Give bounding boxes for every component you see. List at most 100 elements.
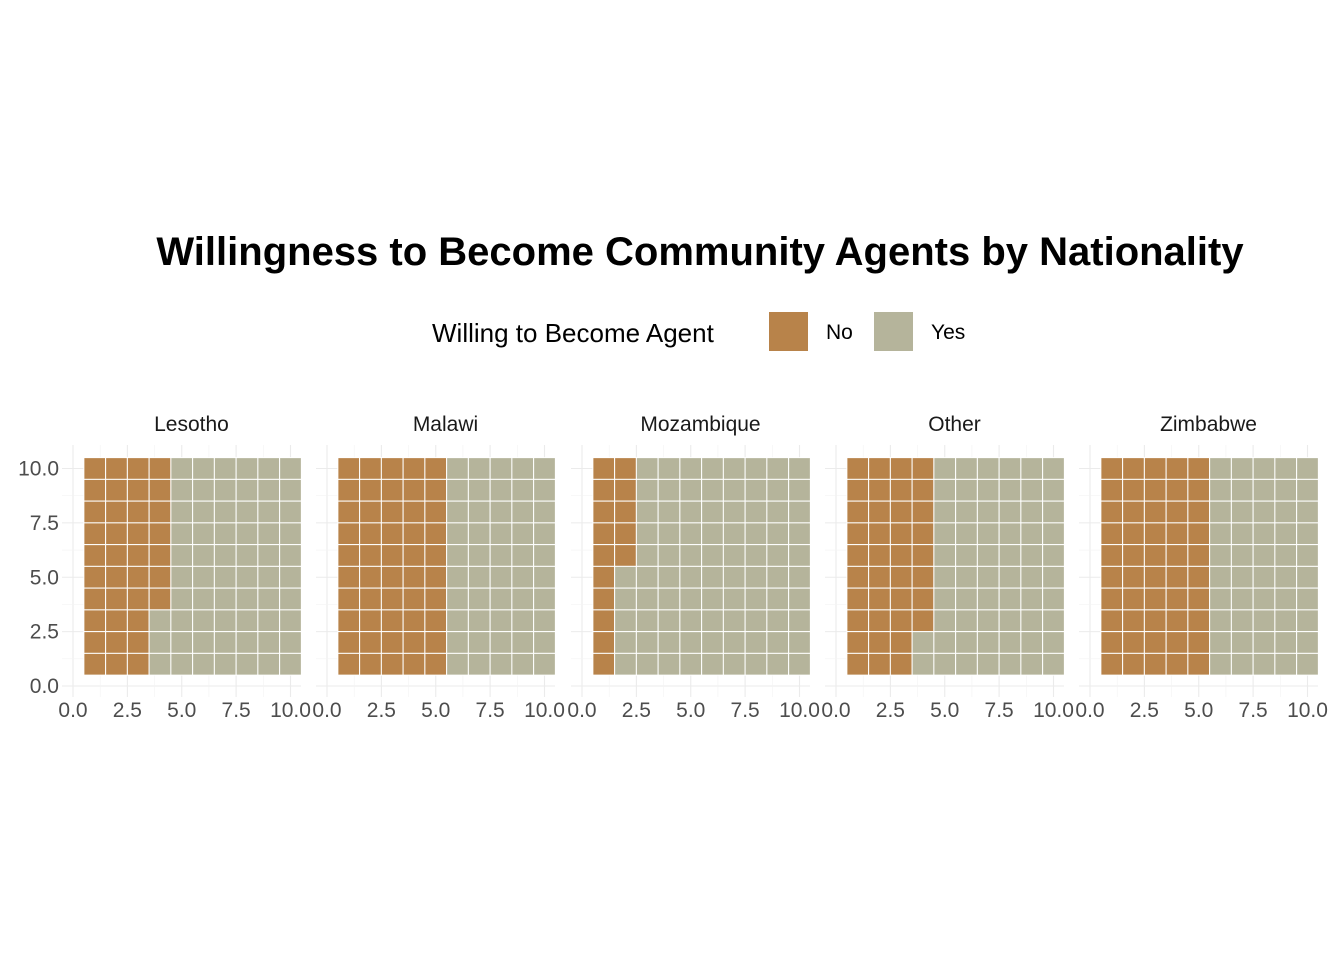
tile-yes: [257, 478, 281, 502]
panel-malawi: Malawi 0.0 2.5 5.0 7.5 10.0: [312, 413, 565, 722]
tile-yes: [933, 631, 957, 654]
tile-yes: [489, 587, 513, 611]
tile-yes: [467, 565, 491, 589]
tile-yes: [744, 544, 768, 567]
tile-yes: [955, 500, 978, 524]
facet-label: Malawi: [413, 413, 478, 436]
tile-yes: [279, 652, 302, 676]
tile-no: [1187, 609, 1211, 633]
tile-no: [402, 587, 426, 611]
tile-yes: [657, 522, 681, 546]
tile-yes: [1252, 565, 1276, 589]
tile-no: [105, 587, 128, 611]
tile-no: [83, 609, 107, 633]
tile-no: [1100, 522, 1124, 546]
tile-no: [868, 544, 891, 567]
tile-yes: [1230, 478, 1254, 502]
tile-yes: [192, 587, 215, 611]
tile-yes: [235, 609, 259, 633]
legend-swatch-no: [769, 312, 808, 351]
tile-no: [337, 544, 361, 567]
tile-no: [402, 457, 426, 480]
tile-no: [889, 609, 913, 633]
panel-other: Other 0.0 2.5 5.0 7.5 10.0: [821, 413, 1074, 722]
tile-no: [148, 522, 172, 546]
x-tick-label: 2.5: [622, 699, 651, 722]
tile-yes: [788, 457, 811, 480]
tile-yes: [1042, 522, 1065, 546]
tile-yes: [657, 544, 681, 567]
tile-no: [402, 522, 426, 546]
tile-yes: [511, 522, 535, 546]
tile-no: [402, 652, 426, 676]
tile-yes: [533, 500, 556, 524]
tile-yes: [257, 631, 281, 654]
tile-yes: [933, 457, 957, 480]
tile-yes: [788, 522, 811, 546]
tile-no: [592, 652, 616, 676]
x-tick-label: 10.0: [524, 699, 565, 722]
tile-no: [1143, 544, 1167, 567]
legend: Willing to Become Agent No Yes: [0, 310, 1344, 354]
tile-yes: [955, 609, 978, 633]
tile-yes: [744, 652, 768, 676]
tile-no: [337, 631, 361, 654]
tile-yes: [1296, 500, 1319, 524]
tile-yes: [1209, 587, 1232, 611]
tile-yes: [533, 478, 556, 502]
tile-yes: [766, 500, 790, 524]
tile-no: [337, 457, 361, 480]
tile-yes: [489, 631, 513, 654]
tile-no: [614, 544, 637, 567]
tile-yes: [1296, 544, 1319, 567]
tile-no: [402, 631, 426, 654]
tile-yes: [257, 522, 281, 546]
tile-yes: [1274, 609, 1298, 633]
x-tick-label: 5.0: [930, 699, 959, 722]
x-tick-label: 0.0: [567, 699, 596, 722]
tile-yes: [744, 522, 768, 546]
tile-no: [148, 565, 172, 589]
tile-no: [868, 522, 891, 546]
tile-no: [424, 652, 448, 676]
tile-yes: [998, 544, 1022, 567]
tile-yes: [235, 587, 259, 611]
tile-no: [337, 652, 361, 676]
waffle-tiles: [83, 457, 302, 676]
tile-yes: [1252, 587, 1276, 611]
tile-yes: [511, 609, 535, 633]
tile-no: [359, 478, 382, 502]
tile-no: [889, 565, 913, 589]
tile-yes: [1230, 457, 1254, 480]
tile-yes: [614, 565, 637, 589]
tile-yes: [614, 587, 637, 611]
tile-yes: [744, 565, 768, 589]
tile-no: [1165, 457, 1189, 480]
tile-yes: [279, 544, 302, 567]
tile-yes: [998, 652, 1022, 676]
tile-yes: [192, 652, 215, 676]
tile-no: [592, 587, 616, 611]
tile-yes: [213, 478, 237, 502]
tile-no: [868, 457, 891, 480]
tile-no: [889, 522, 913, 546]
tile-yes: [192, 609, 215, 633]
waffle-tiles: [337, 457, 556, 676]
waffle-tiles: [846, 457, 1065, 676]
tile-yes: [446, 609, 469, 633]
tile-yes: [933, 478, 957, 502]
tile-yes: [1020, 522, 1044, 546]
tile-yes: [279, 631, 302, 654]
tile-yes: [1020, 631, 1044, 654]
tile-yes: [1274, 478, 1298, 502]
tile-yes: [976, 652, 1000, 676]
tile-yes: [1230, 609, 1254, 633]
tile-no: [1122, 457, 1145, 480]
tile-yes: [511, 457, 535, 480]
tile-no: [1165, 478, 1189, 502]
tile-yes: [766, 609, 790, 633]
tile-yes: [976, 522, 1000, 546]
tile-yes: [933, 544, 957, 567]
tile-no: [846, 544, 870, 567]
tile-yes: [533, 587, 556, 611]
